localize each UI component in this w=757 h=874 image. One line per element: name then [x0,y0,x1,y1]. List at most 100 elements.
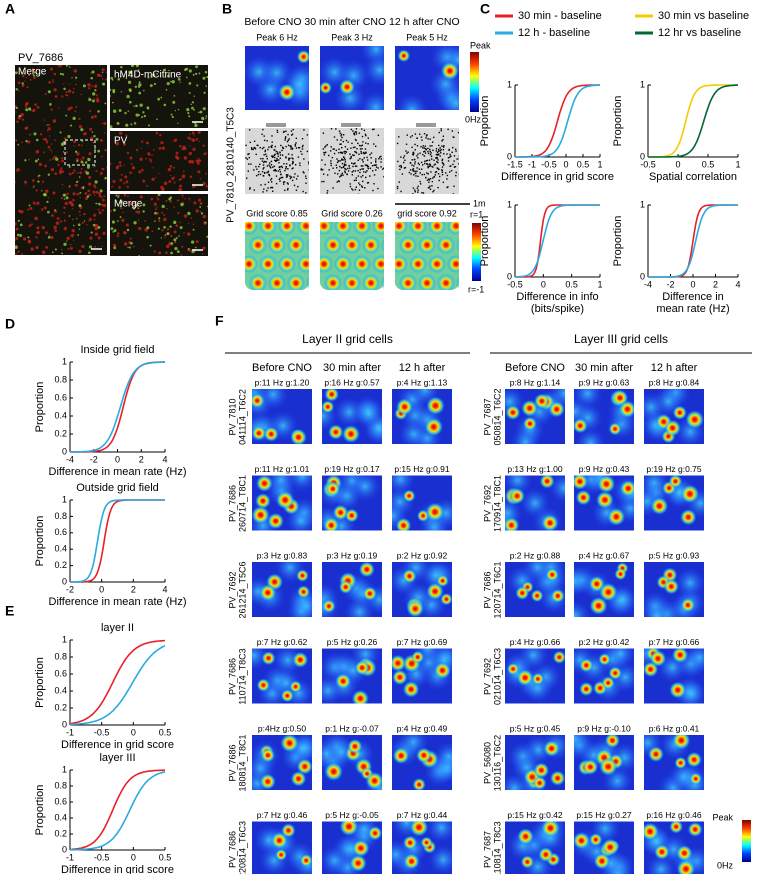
cell-dot [65,90,68,93]
spike [339,165,341,168]
x-tick-label: 2 [131,584,136,594]
spike [253,189,255,191]
spike [295,178,298,180]
heatmap-field [676,859,696,874]
spike [350,128,353,131]
cell-dot [202,246,206,250]
heatmap-field [601,676,615,690]
spike [257,173,260,176]
cell-dot [61,248,63,251]
heatmap-field [550,588,565,603]
spike [285,168,287,170]
heatmap-field [395,398,414,416]
spike [339,176,341,178]
legend-label: 30 min vs baseline [658,10,749,22]
heatmap-field [589,596,608,615]
spike [434,174,437,176]
cell-dot [130,242,133,245]
cell-dot [23,237,27,241]
cell-dot [46,200,49,204]
spike [321,180,323,183]
cell-dot [15,170,17,172]
cell-dot [180,254,183,256]
spike [339,143,341,145]
heatmap-field [520,855,535,869]
y-tick-label: 0.2 [54,428,67,438]
spike [337,180,340,182]
x-tick-label: -4 [66,454,74,464]
spike [250,148,253,150]
spike [369,175,371,177]
heatmap-field [515,585,530,601]
spike [383,167,384,169]
cell-dot [120,91,123,93]
spike [246,177,248,179]
cell-dot [118,161,122,164]
spike [270,160,273,163]
cell-dot [39,133,43,136]
cell-dot [156,206,158,208]
heatmap-field [531,672,545,686]
cell-dot [170,113,173,116]
spike [441,171,444,174]
spike [425,148,428,151]
spike [349,183,351,185]
cell-stats: p:15 Hz g:0.27 [576,810,632,820]
spike [451,130,454,132]
spike [283,163,285,165]
cell-dot [110,88,112,91]
cell-dot [195,65,199,69]
spike [436,151,439,154]
cell-dot [63,206,66,209]
spike [436,161,438,163]
spike [247,153,249,156]
spike [356,148,358,150]
image [322,821,382,874]
spike [431,185,433,187]
cell-dot [61,95,64,98]
cell-dot [175,237,178,240]
autocorr-peak [409,255,427,273]
spike [345,139,348,142]
x-tick-label: -2 [66,584,74,594]
cell-dot [94,223,99,228]
autocorr-peak [372,255,384,273]
cell-dot [33,76,36,80]
cell-dot [126,185,129,188]
cell-dot [99,189,103,193]
cell-dot [61,252,64,255]
cell-dot [70,203,75,207]
heatmap-glow [684,648,704,673]
cell-dot [165,244,170,249]
spike [324,146,326,148]
spike [448,148,450,151]
spike [353,154,355,157]
spike [366,182,369,184]
cell-dot [87,83,91,87]
row-label: PV_7692 [482,485,492,522]
cell-dot [104,102,107,105]
cell-stats: p:7 Hz g:0.66 [649,637,700,647]
cell-dot [43,119,45,121]
cell-dot [181,194,184,197]
cell-dot [170,80,172,83]
spike [442,181,445,184]
cell-dot [173,95,176,97]
spike [354,170,357,172]
spike [453,166,456,168]
cdf-curve [69,769,165,851]
cell-dot [185,67,189,71]
cdf-curve [648,84,738,158]
cell-dot [187,232,191,236]
spike [273,169,275,172]
spike [264,150,266,153]
cell-dot [164,236,166,239]
spike [284,189,286,192]
spike [412,187,415,189]
spike [323,180,325,183]
autocorr-peak [297,222,309,235]
cell-dot [188,222,190,225]
heatmap-field [415,747,432,764]
spike [275,182,278,185]
spike [422,192,425,194]
